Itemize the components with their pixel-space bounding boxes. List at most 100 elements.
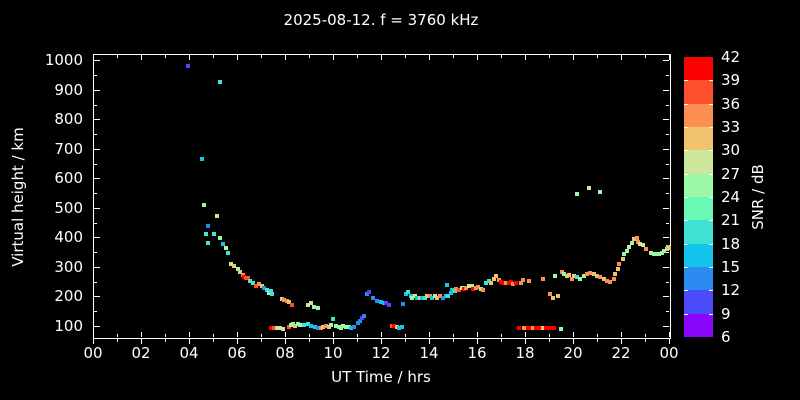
- y-axis-label: Virtual height / km: [9, 127, 27, 267]
- colorbar-tick-label: 12: [721, 281, 741, 300]
- colorbar-tick: [684, 243, 688, 245]
- data-point: [206, 223, 211, 228]
- data-point: [543, 326, 548, 331]
- y-major-tick: [663, 60, 669, 62]
- x-major-tick: [333, 338, 334, 344]
- x-major-tick: [525, 55, 526, 60]
- colorbar-tick-label: 15: [721, 258, 741, 276]
- x-major-tick: [141, 332, 142, 337]
- data-point: [246, 276, 251, 281]
- data-point: [367, 290, 372, 294]
- data-point: [440, 296, 445, 301]
- data-point: [422, 296, 427, 301]
- data-point: [415, 295, 420, 300]
- data-point: [204, 231, 209, 236]
- colorbar-segment: [684, 57, 713, 81]
- data-point: [218, 79, 223, 84]
- x-major-tick: [189, 332, 190, 337]
- data-point: [349, 326, 354, 331]
- data-point: [248, 279, 253, 284]
- data-point: [526, 279, 531, 284]
- data-point: [337, 325, 342, 330]
- data-point: [659, 251, 664, 256]
- data-point: [611, 277, 616, 282]
- x-axis-label: UT Time / hrs: [331, 368, 431, 386]
- x-tick-label: 20: [563, 344, 583, 362]
- y-minor-tick: [94, 134, 97, 136]
- data-point: [587, 271, 592, 276]
- x-minor-tick: [117, 334, 118, 337]
- data-point: [316, 306, 321, 311]
- colorbar-tick: [709, 290, 713, 292]
- y-major-tick: [663, 266, 669, 268]
- colorbar-tick: [684, 313, 688, 315]
- data-point: [434, 295, 439, 300]
- colorbar-tick-label: 36: [721, 94, 741, 113]
- x-minor-tick: [453, 55, 454, 58]
- y-minor-tick: [94, 193, 97, 195]
- data-point: [202, 203, 207, 208]
- y-major-tick: [94, 325, 100, 327]
- data-point: [470, 287, 475, 292]
- data-point: [212, 231, 217, 236]
- data-point: [254, 284, 259, 289]
- data-point: [206, 241, 211, 246]
- x-major-tick: [285, 55, 286, 60]
- data-point: [290, 303, 295, 308]
- y-minor-tick: [666, 75, 669, 77]
- data-point: [298, 323, 303, 328]
- y-tick-label: 200: [54, 287, 83, 306]
- y-tick-label: 400: [54, 228, 83, 247]
- x-minor-tick: [645, 334, 646, 337]
- y-major-tick: [94, 237, 100, 239]
- x-minor-tick: [309, 338, 310, 342]
- y-minor-tick: [666, 252, 669, 254]
- data-point: [449, 288, 454, 293]
- colorbar-segment: [684, 243, 713, 267]
- x-major-tick: [189, 55, 190, 60]
- data-point: [620, 256, 625, 261]
- data-point: [221, 241, 226, 246]
- data-point: [269, 326, 274, 331]
- x-major-tick: [573, 55, 574, 60]
- y-major-tick: [663, 148, 669, 150]
- x-minor-tick: [165, 334, 166, 337]
- data-point: [344, 325, 348, 330]
- y-tick-label: 100: [54, 316, 83, 335]
- data-point: [316, 326, 321, 331]
- colorbar-tick: [709, 80, 713, 82]
- colorbar-tick-label: 27: [721, 164, 741, 183]
- data-point: [569, 277, 574, 282]
- x-major-tick: [285, 332, 286, 337]
- x-minor-tick: [405, 55, 406, 58]
- data-point: [313, 325, 318, 330]
- data-point: [291, 322, 296, 327]
- data-point: [621, 251, 626, 256]
- data-point: [374, 299, 379, 304]
- data-point: [386, 303, 391, 308]
- data-point: [281, 327, 286, 332]
- x-major-tick: [621, 338, 622, 344]
- y-minor-tick: [666, 134, 669, 136]
- colorbar-label: SNR / dB: [749, 164, 767, 230]
- colorbar-segment: [684, 127, 713, 151]
- data-point: [319, 326, 324, 331]
- data-point: [549, 326, 554, 331]
- data-point: [397, 326, 402, 331]
- data-point: [546, 326, 551, 331]
- data-point: [637, 241, 642, 246]
- data-point: [496, 278, 501, 283]
- data-point: [643, 246, 648, 251]
- data-point: [238, 270, 243, 275]
- x-minor-tick: [501, 55, 502, 58]
- x-minor-tick: [357, 334, 358, 337]
- data-point: [306, 322, 311, 327]
- data-point: [293, 324, 298, 329]
- y-major-tick: [94, 89, 100, 91]
- x-minor-tick: [117, 338, 118, 342]
- colorbar-tick: [684, 127, 688, 128]
- data-point: [306, 303, 311, 308]
- data-point: [215, 213, 220, 218]
- colorbar-tick: [709, 267, 713, 268]
- y-major-tick: [94, 60, 100, 62]
